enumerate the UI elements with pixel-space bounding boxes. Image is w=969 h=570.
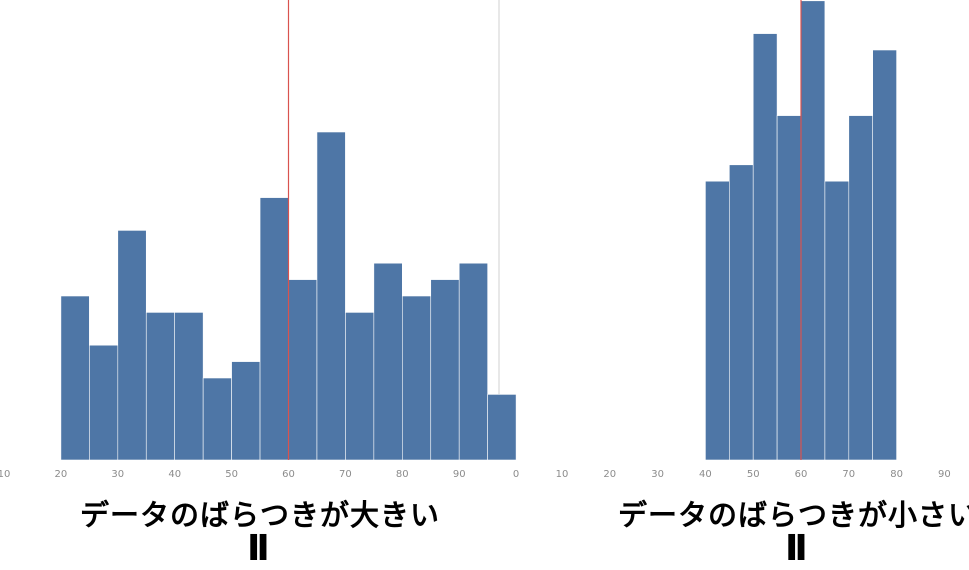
x-tick-label: 20 <box>55 469 68 480</box>
x-tick-label: 10 <box>556 469 569 480</box>
histogram-bar <box>202 377 232 461</box>
histogram-bar <box>401 295 432 461</box>
x-tick-label: 90 <box>453 469 466 480</box>
histogram-bar <box>800 0 826 461</box>
right-caption-mark: II <box>785 528 808 569</box>
histogram-bar <box>231 361 261 461</box>
histogram-bar <box>89 344 119 461</box>
x-tick-label: 50 <box>225 469 238 480</box>
right-histogram: 10 20 30 40 50 60 70 80 90 <box>556 0 951 480</box>
histogram-bar <box>259 197 289 461</box>
x-tick-label: 80 <box>890 469 903 480</box>
histogram-bar <box>316 131 346 461</box>
x-tick-label: 60 <box>795 469 808 480</box>
x-tick-label: 60 <box>282 469 295 480</box>
x-tick-label: 10 <box>0 469 10 480</box>
x-tick-label: 50 <box>747 469 760 480</box>
histogram-bar <box>458 262 488 461</box>
histogram-bar <box>776 115 802 461</box>
histogram-bar <box>60 295 90 461</box>
histogram-bar <box>872 49 897 461</box>
x-tick-label: 40 <box>168 469 181 480</box>
histogram-bar <box>117 230 147 461</box>
histogram-bar <box>288 279 318 461</box>
histogram-bar <box>145 312 176 461</box>
right-caption: データのばらつきが小さい <box>618 498 969 532</box>
left-histogram: 10 20 30 40 50 60 70 80 90 0 <box>0 0 519 480</box>
x-tick-label: 90 <box>938 469 951 480</box>
x-tick-label: 40 <box>699 469 712 480</box>
histogram-bar <box>824 180 850 461</box>
left-caption: データのばらつきが大きい <box>80 498 441 532</box>
histogram-bar <box>848 115 873 461</box>
histogram-bar <box>705 180 730 461</box>
x-tick-label: 70 <box>339 469 352 480</box>
histogram-bar <box>174 312 204 461</box>
histogram-bar <box>487 394 517 461</box>
x-tick-label: 80 <box>396 469 409 480</box>
histogram-bar <box>430 279 460 461</box>
histogram-bar <box>728 164 754 461</box>
x-tick-label: 20 <box>603 469 616 480</box>
x-tick-label: 70 <box>842 469 855 480</box>
left-caption-mark: II <box>247 528 270 569</box>
x-tick-label: 0 <box>513 469 519 480</box>
histogram-bar <box>345 312 375 461</box>
histogram-bar <box>752 33 778 461</box>
x-tick-label: 30 <box>111 469 124 480</box>
x-tick-label: 30 <box>651 469 664 480</box>
histogram-bar <box>373 262 403 461</box>
